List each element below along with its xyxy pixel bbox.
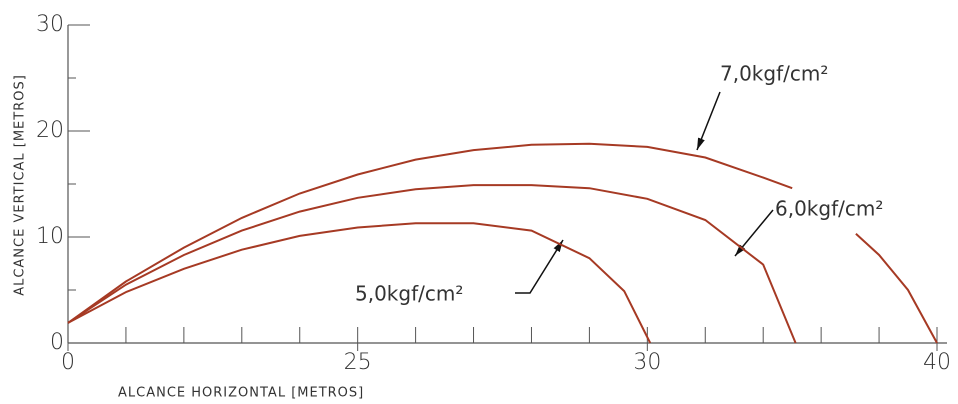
curve-label: 6,0kgf/cm² xyxy=(775,197,883,221)
y-tick-label: 20 xyxy=(36,118,64,143)
x-tick-label: 40 xyxy=(923,350,951,375)
x-tick-label: 30 xyxy=(633,350,661,375)
arrow xyxy=(734,209,774,257)
y-axis-title: ALCANCE VERTICAL [METROS] xyxy=(13,74,28,296)
y-tick-label: 10 xyxy=(36,224,64,249)
y-tick-label: 0 xyxy=(50,330,64,355)
x-tick-label: 25 xyxy=(344,350,372,375)
arrow xyxy=(696,91,721,151)
curve-label: 5,0kgf/cm² xyxy=(355,282,463,306)
curve xyxy=(67,222,652,344)
x-axis-title: ALCANCE HORIZONTAL [METROS] xyxy=(118,386,364,401)
arrow xyxy=(515,239,564,294)
x-tick-label: 0 xyxy=(61,350,75,375)
curve-label: 7,0kgf/cm² xyxy=(720,62,828,86)
y-tick-label: 30 xyxy=(36,12,64,37)
curve xyxy=(67,142,938,344)
curve xyxy=(67,184,797,344)
